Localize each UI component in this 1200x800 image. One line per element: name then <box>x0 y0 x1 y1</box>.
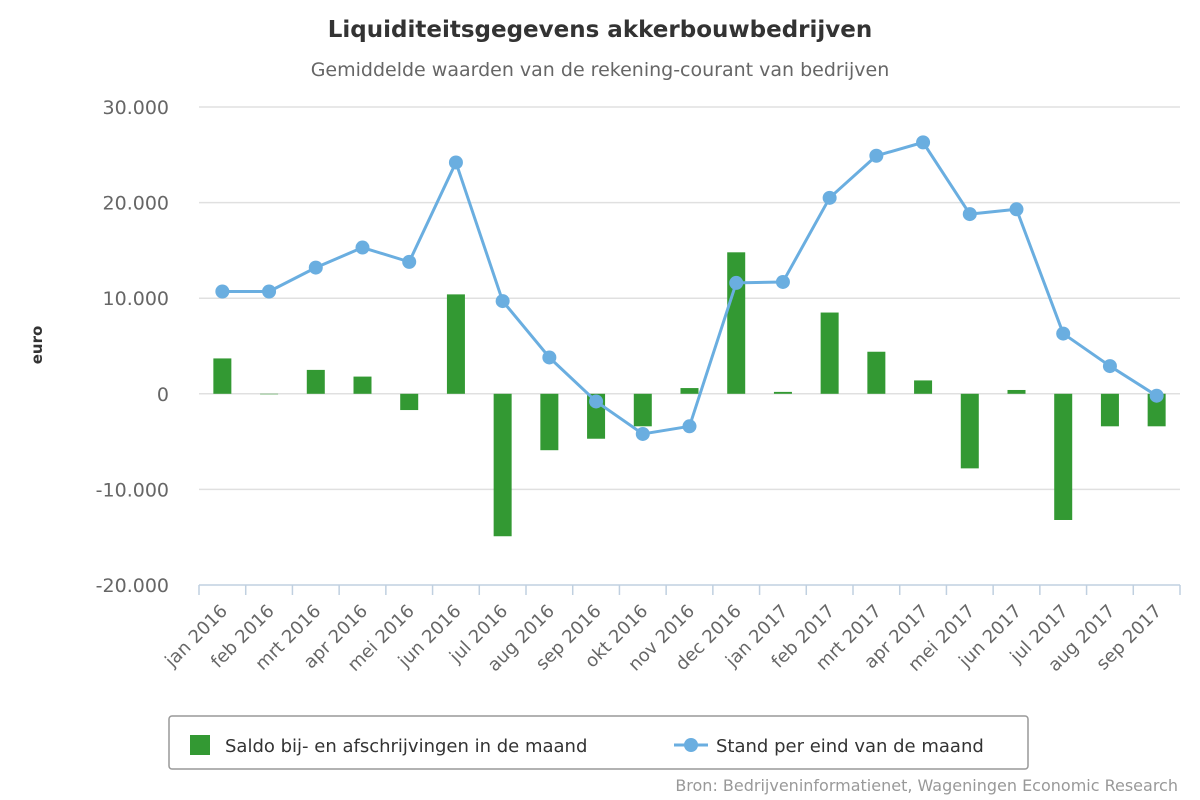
bar[interactable] <box>773 391 792 394</box>
line-point[interactable] <box>495 294 510 309</box>
y-tick-label: -10.000 <box>96 479 169 501</box>
bar[interactable] <box>306 369 325 394</box>
line-point[interactable] <box>262 284 277 299</box>
line-point[interactable] <box>215 284 230 299</box>
source-credit: Bron: Bedrijveninformatienet, Wageningen… <box>675 776 1178 795</box>
y-tick-label: 30.000 <box>103 97 169 119</box>
line-point[interactable] <box>822 190 837 205</box>
line-series <box>215 135 1164 441</box>
bar[interactable] <box>1147 393 1166 427</box>
bar[interactable] <box>353 376 372 394</box>
y-tick-label: 10.000 <box>103 288 169 310</box>
chart-subtitle: Gemiddelde waarden van de rekening-coura… <box>311 59 890 81</box>
bar[interactable] <box>213 358 232 394</box>
line-point[interactable] <box>448 155 463 170</box>
line-point[interactable] <box>962 207 977 222</box>
bar[interactable] <box>493 393 512 537</box>
legend-line-swatch-marker[interactable] <box>684 738 698 752</box>
line-point[interactable] <box>355 240 370 255</box>
y-tick-label: 0 <box>157 384 169 406</box>
line-point[interactable] <box>542 350 557 365</box>
line-point[interactable] <box>1102 359 1117 374</box>
legend-bar-swatch[interactable] <box>190 735 210 755</box>
bar[interactable] <box>820 312 839 394</box>
bar[interactable] <box>1054 393 1073 520</box>
bar[interactable] <box>960 393 979 469</box>
y-tick-label: 20.000 <box>103 193 169 215</box>
line-point[interactable] <box>589 394 604 409</box>
bar[interactable] <box>446 294 465 394</box>
line-point[interactable] <box>635 426 650 441</box>
bar[interactable] <box>680 388 699 394</box>
x-axis <box>198 584 1181 595</box>
y-axis-label: euro <box>28 326 46 365</box>
legend-line-label[interactable]: Stand per eind van de maand <box>716 736 984 757</box>
bar[interactable] <box>1100 393 1119 427</box>
line-point[interactable] <box>1056 326 1071 341</box>
bar[interactable] <box>914 380 933 394</box>
bar[interactable] <box>867 351 886 394</box>
bar[interactable] <box>260 393 279 395</box>
bar[interactable] <box>540 393 559 451</box>
legend: Saldo bij- en afschrijvingen in de maand… <box>168 715 1029 770</box>
line-point[interactable] <box>775 274 790 289</box>
bar[interactable] <box>1007 389 1026 394</box>
bar-series <box>213 252 1166 537</box>
legend-bar-label[interactable]: Saldo bij- en afschrijvingen in de maand <box>225 736 587 757</box>
bar[interactable] <box>400 393 419 411</box>
chart-title: Liquiditeitsgegevens akkerbouwbedrijven <box>328 17 873 43</box>
y-axis-ticks: 30.000 20.000 10.000 0 -10.000 -20.000 <box>96 97 169 597</box>
line-point[interactable] <box>1009 202 1024 217</box>
line-point[interactable] <box>1149 388 1164 403</box>
line-point[interactable] <box>402 254 417 269</box>
legend-box <box>168 715 1029 770</box>
line-point[interactable] <box>869 148 884 163</box>
bar[interactable] <box>633 393 652 427</box>
line-point[interactable] <box>729 275 744 290</box>
bar[interactable] <box>727 252 746 394</box>
line-point[interactable] <box>308 260 323 275</box>
line-point[interactable] <box>916 135 931 150</box>
line-point[interactable] <box>682 419 697 434</box>
y-tick-label: -20.000 <box>96 575 169 597</box>
